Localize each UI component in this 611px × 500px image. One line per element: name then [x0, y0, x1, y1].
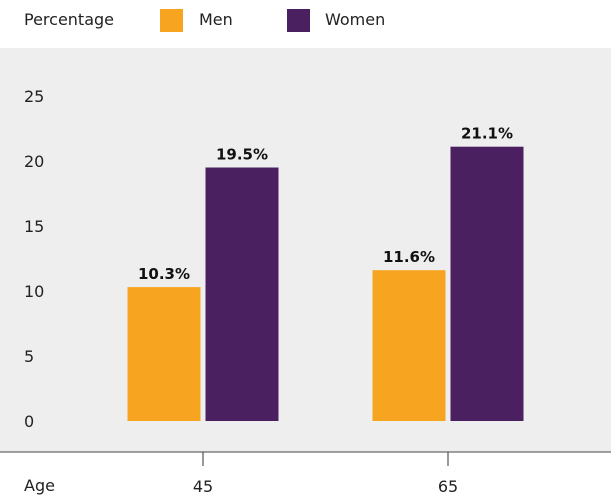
bar-women-45 [205, 167, 279, 421]
y-tick-label-3: 15 [24, 217, 44, 236]
legend-label-men: Men [199, 10, 233, 29]
legend-swatch-women [287, 9, 310, 32]
bar-men-65 [372, 270, 446, 421]
y-axis-title: Percentage [24, 10, 115, 29]
y-tick-label-0: 0 [24, 412, 34, 431]
x-axis-title: Age [24, 476, 55, 495]
bar-men-45 [127, 287, 201, 421]
y-tick-label-5: 25 [24, 87, 44, 106]
bar-women-65 [450, 146, 524, 421]
data-label-men-65: 11.6% [383, 248, 435, 266]
legend-swatch-men [160, 9, 183, 32]
x-tick-label-65: 65 [438, 477, 458, 496]
y-tick-label-4: 20 [24, 152, 44, 171]
y-tick-label-1: 5 [24, 347, 34, 366]
data-label-men-45: 10.3% [138, 265, 190, 283]
legend-label-women: Women [325, 10, 386, 29]
data-label-women-65: 21.1% [461, 125, 513, 143]
x-tick-label-45: 45 [193, 477, 213, 496]
data-label-women-45: 19.5% [216, 146, 268, 164]
y-tick-label-2: 10 [24, 282, 44, 301]
